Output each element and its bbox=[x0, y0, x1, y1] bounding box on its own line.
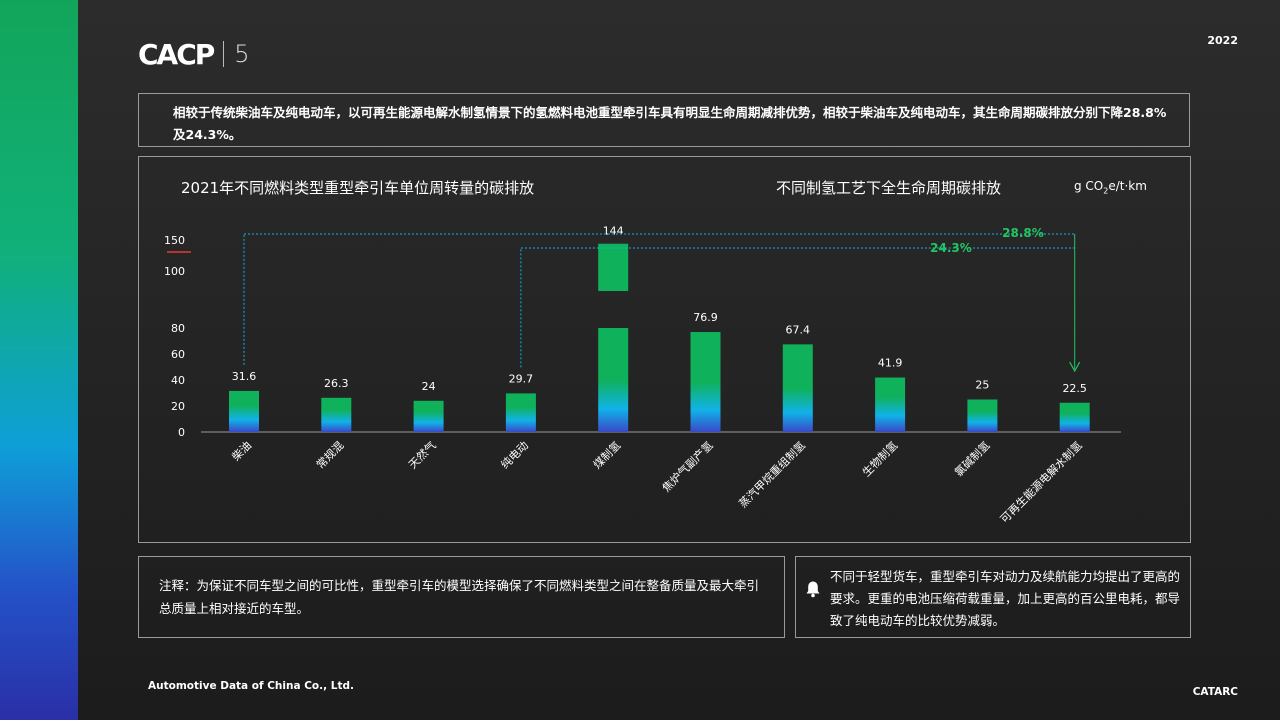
remark-box: 不同于轻型货车，重型牵引车对动力及续航能力均提出了更高的要求。更重的电池压缩荷载… bbox=[795, 556, 1191, 638]
summary-text: 相较于传统柴油车及纯电动车，以可再生能源电解水制氢情景下的氢燃料电池重型牵引车具… bbox=[173, 105, 1167, 142]
y-tick-label: 150 bbox=[164, 234, 185, 247]
y-tick-label: 0 bbox=[178, 426, 185, 439]
logo-separator bbox=[223, 41, 225, 67]
report-year: 2022 bbox=[1207, 34, 1238, 47]
bar-value-label: 26.3 bbox=[324, 377, 349, 390]
x-category-label: 焦炉气副产氢 bbox=[659, 438, 716, 495]
chart-panel: 2021年不同燃料类型重型牵引车单位周转量的碳排放 不同制氢工艺下全生命周期碳排… bbox=[138, 156, 1191, 543]
brand-logo: CACP 5 bbox=[138, 36, 250, 72]
x-category-label: 柴油 bbox=[229, 438, 254, 463]
note-text: 注释：为保证不同车型之间的可比性，重型牵引车的模型选择确保了不同燃料类型之间在整… bbox=[159, 578, 760, 616]
x-category-label: 蒸汽甲烷重组制氢 bbox=[736, 438, 808, 510]
footer-brand: CATARC bbox=[1192, 686, 1238, 698]
bar bbox=[321, 397, 352, 432]
annotation-percent-label: 24.3% bbox=[930, 241, 972, 255]
bar-value-label: 67.4 bbox=[786, 323, 811, 336]
y-tick-label: 40 bbox=[171, 374, 185, 387]
x-category-label: 可再生能源电解水制氢 bbox=[997, 438, 1085, 526]
y-tick-label: 80 bbox=[171, 322, 185, 335]
bar-value-label: 24 bbox=[422, 380, 436, 393]
unit-prefix: g CO bbox=[1074, 179, 1104, 193]
bar-value-label: 25 bbox=[975, 379, 989, 392]
bar-chart: 0 20 40 60 80 100 150 31.6 柴油 26.3 常规混 24 天然气 29.7 纯电动… bbox=[164, 225, 1121, 526]
bar-value-label: 31.6 bbox=[232, 370, 257, 383]
summary-box: 相较于传统柴油车及纯电动车，以可再生能源电解水制氢情景下的氢燃料电池重型牵引车具… bbox=[138, 93, 1190, 147]
bar bbox=[413, 400, 444, 432]
x-category-label: 纯电动 bbox=[498, 439, 531, 472]
chart-title-right: 不同制氢工艺下全生命周期碳排放 bbox=[776, 179, 1002, 197]
x-category-label: 生物制氢 bbox=[859, 438, 900, 479]
remark-text: 不同于轻型货车，重型牵引车对动力及续航能力均提出了更高的要求。更重的电池压缩荷载… bbox=[830, 569, 1181, 628]
bar bbox=[598, 328, 629, 432]
x-category-label: 常规混 bbox=[313, 438, 346, 471]
bar-value-label: 41.9 bbox=[878, 357, 903, 370]
bar bbox=[875, 377, 906, 432]
x-category-label: 天然气 bbox=[405, 438, 438, 471]
bar bbox=[690, 332, 721, 432]
bar bbox=[229, 390, 259, 432]
bar-value-label: 144 bbox=[603, 225, 624, 238]
y-tick-label: 60 bbox=[171, 348, 185, 361]
x-category-label: 煤制氢 bbox=[590, 438, 623, 471]
bar-value-label: 22.5 bbox=[1062, 382, 1087, 395]
y-tick-label: 100 bbox=[164, 265, 185, 278]
bar bbox=[782, 344, 813, 432]
annotation-arrow-head bbox=[1069, 361, 1081, 373]
bar-value-label: 29.7 bbox=[509, 372, 534, 385]
bar bbox=[967, 399, 998, 432]
bar-break-segment bbox=[598, 243, 629, 291]
bar bbox=[1059, 402, 1090, 432]
y-tick-label: 20 bbox=[171, 400, 185, 413]
annotation-percent-label: 28.8% bbox=[1002, 226, 1044, 240]
bar-value-label: 76.9 bbox=[693, 311, 718, 324]
note-box: 注释：为保证不同车型之间的可比性，重型牵引车的模型选择确保了不同燃料类型之间在整… bbox=[138, 556, 785, 638]
chart-title-left: 2021年不同燃料类型重型牵引车单位周转量的碳排放 bbox=[181, 179, 535, 197]
footer-company: Automotive Data of China Co., Ltd. bbox=[148, 680, 354, 692]
unit-suffix: e/t·km bbox=[1108, 179, 1147, 193]
x-category-label: 氯碱制氢 bbox=[952, 438, 993, 479]
logo-number: 5 bbox=[234, 40, 250, 68]
logo-text: CACP bbox=[138, 37, 215, 71]
unit-subscript: 2 bbox=[1103, 186, 1109, 196]
bar bbox=[505, 393, 536, 432]
side-gradient-strip bbox=[0, 0, 78, 720]
bell-icon bbox=[806, 581, 820, 598]
chart-unit: g CO2e/t·km bbox=[1074, 179, 1147, 195]
